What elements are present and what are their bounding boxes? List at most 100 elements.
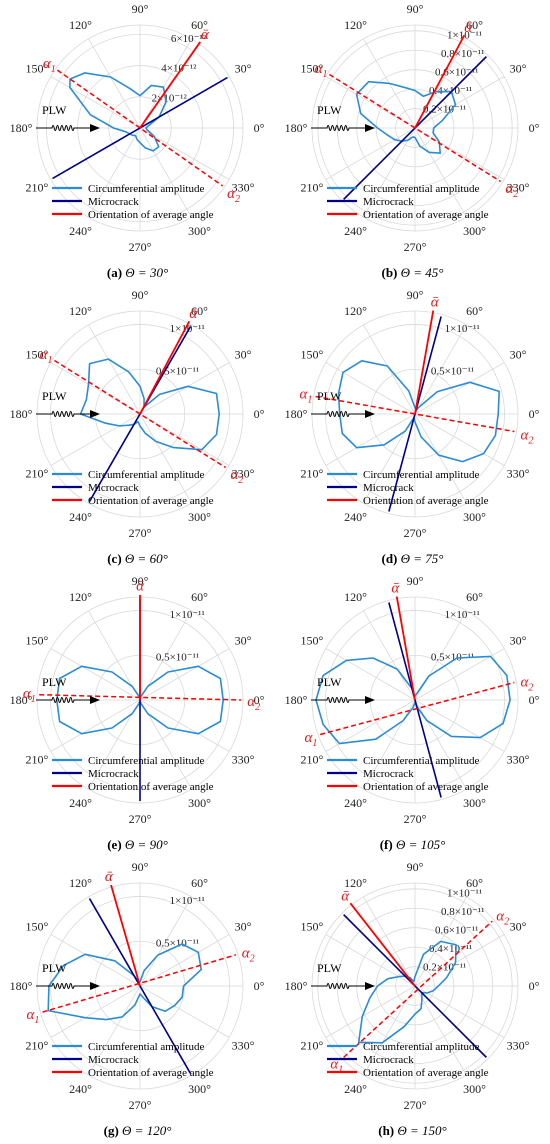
angle-tick-label: 60° xyxy=(466,590,483,604)
angle-tick-label: 60° xyxy=(191,18,208,32)
angle-tick-label: 0° xyxy=(254,693,265,707)
plw-label: PLW xyxy=(42,389,67,403)
grid-spoke xyxy=(139,362,230,415)
grid-spoke xyxy=(88,985,141,1076)
average-angle-line xyxy=(395,596,416,701)
alpha-1-label: α1 xyxy=(304,730,317,749)
angle-tick-label: 150° xyxy=(301,634,324,648)
grid-spoke xyxy=(414,127,467,218)
grid-spoke xyxy=(325,413,416,466)
panel-caption: (a) Θ = 30° xyxy=(0,265,275,281)
panel-label: (e) xyxy=(107,837,122,852)
radial-tick-label: 0.4×10⁻¹¹ xyxy=(429,943,472,955)
average-angle-line xyxy=(414,310,435,415)
radial-tick-label: 2×10⁻¹² xyxy=(152,92,188,104)
grid-spoke xyxy=(139,985,230,1038)
legend-microcrack-label: Microcrack xyxy=(363,482,414,494)
alpha-2-label: α2 xyxy=(242,946,255,965)
alpha-1-subscript: 1 xyxy=(312,738,317,749)
grid-spoke xyxy=(139,413,230,466)
angle-tick-label: 240° xyxy=(344,796,367,810)
grid-spoke xyxy=(50,985,141,1038)
angle-tick-label: 270° xyxy=(404,812,427,826)
angle-tick-label: 90° xyxy=(407,574,424,588)
angle-tick-label: 180° xyxy=(10,407,33,421)
panel-caption: (c) Θ = 60° xyxy=(0,551,275,567)
angle-tick-label: 270° xyxy=(404,240,427,254)
radial-tick-label: 0.6×10⁻¹¹ xyxy=(435,925,478,937)
plw-arrow-icon xyxy=(365,982,375,990)
grid-spoke xyxy=(50,413,141,466)
legend-microcrack-label: Microcrack xyxy=(363,196,414,208)
polar-chart: 0° 30° 60° 90° 120° 150° 180° 210° 240° 270° 300° 3… xyxy=(285,574,540,826)
angle-tick-label: 150° xyxy=(26,348,49,362)
angle-tick-label: 120° xyxy=(344,18,367,32)
grid-spoke xyxy=(139,127,192,218)
angle-tick-label: 60° xyxy=(466,876,483,890)
angle-tick-label: 270° xyxy=(129,526,152,540)
grid-spoke xyxy=(325,362,416,415)
alpha-1-subscript: 1 xyxy=(338,1065,343,1076)
panel-label: (c) xyxy=(107,551,122,566)
plw-arrow-icon xyxy=(90,124,100,132)
angle-tick-label: 210° xyxy=(301,1039,324,1053)
angle-tick-label: 180° xyxy=(10,979,33,993)
angle-tick-label: 270° xyxy=(129,812,152,826)
panel-caption: (f) Θ = 105° xyxy=(275,837,550,853)
angle-tick-label: 210° xyxy=(301,181,324,195)
polar-chart: 0° 30° 60° 90° 120° 150° 180° 210° 240° 270° 300° 3… xyxy=(285,860,540,1112)
grid-spoke xyxy=(363,896,416,987)
plw-arrow-icon xyxy=(90,410,100,418)
plw-label: PLW xyxy=(42,675,67,689)
plw-label: PLW xyxy=(42,103,67,117)
legend-microcrack-label: Microcrack xyxy=(88,196,139,208)
grid-spoke xyxy=(88,38,141,129)
alpha-bar-label: ᾱ xyxy=(189,306,198,322)
legend-microcrack-label: Microcrack xyxy=(363,1054,414,1066)
polar-chart: 0° 30° 60° 90° 120° 150° 180° 210° 240° 270° 300° 3… xyxy=(10,574,265,826)
legend-amplitude-label: Circumferential amplitude xyxy=(363,183,479,195)
plw-label: PLW xyxy=(317,103,342,117)
angle-tick-label: 300° xyxy=(188,510,211,524)
angle-tick-label: 60° xyxy=(191,590,208,604)
plw-wave xyxy=(311,411,365,417)
grid-spoke xyxy=(414,934,505,987)
radial-tick-label: 1×10⁻¹¹ xyxy=(447,888,482,900)
alpha-dashed-line xyxy=(329,73,501,183)
radial-tick-label: 1×10⁻¹¹ xyxy=(445,323,480,335)
angle-tick-label: 0° xyxy=(254,407,265,421)
radial-tick-label: 0.8×10⁻¹¹ xyxy=(441,48,484,60)
grid-spoke xyxy=(139,413,192,504)
grid-spoke xyxy=(414,127,505,180)
radial-tick-label: 1×10⁻¹¹ xyxy=(170,609,205,621)
radial-tick-label: 0.2×10⁻¹¹ xyxy=(423,104,466,116)
angle-tick-label: 90° xyxy=(132,2,149,16)
plw-arrow-icon xyxy=(90,982,100,990)
alpha-dashed-line xyxy=(343,920,493,1058)
grid-spoke xyxy=(363,699,416,790)
average-angle-line xyxy=(110,884,141,987)
angle-tick-label: 30° xyxy=(510,348,527,362)
alpha-1-label: α1 xyxy=(40,347,53,366)
angle-tick-label: 210° xyxy=(301,753,324,767)
plw-wave xyxy=(311,125,365,131)
polar-chart-panel: 0° 30° 60° 90° 120° 150° 180° 210° 240° 270° 300° 3… xyxy=(0,572,275,858)
polar-chart-panel: 0° 30° 60° 90° 120° 150° 180° 210° 240° 270° 300° 3… xyxy=(275,572,550,858)
polar-chart-panel: 0° 30° 60° 90° 120° 150° 180° 210° 240° 270° 300° 3… xyxy=(0,286,275,572)
angle-tick-label: 90° xyxy=(132,860,149,874)
grid-spoke xyxy=(325,127,416,180)
panel-label: (d) xyxy=(381,551,398,566)
grid-spoke xyxy=(139,699,230,752)
alpha-dashed-line xyxy=(56,69,224,187)
grid-spoke xyxy=(325,985,416,1038)
angle-tick-label: 330° xyxy=(507,753,530,767)
alpha-2-subscript: 2 xyxy=(513,189,518,200)
grid-spoke xyxy=(363,985,416,1076)
angle-tick-label: 240° xyxy=(69,510,92,524)
alpha-dashed-line xyxy=(39,693,241,701)
alpha-2-label: α2 xyxy=(521,427,534,446)
alpha-bar-label: ᾱ xyxy=(136,579,145,595)
angle-tick-label: 270° xyxy=(404,526,427,540)
angle-tick-label: 0° xyxy=(529,979,540,993)
alpha-bar-label: ᾱ xyxy=(105,869,114,885)
